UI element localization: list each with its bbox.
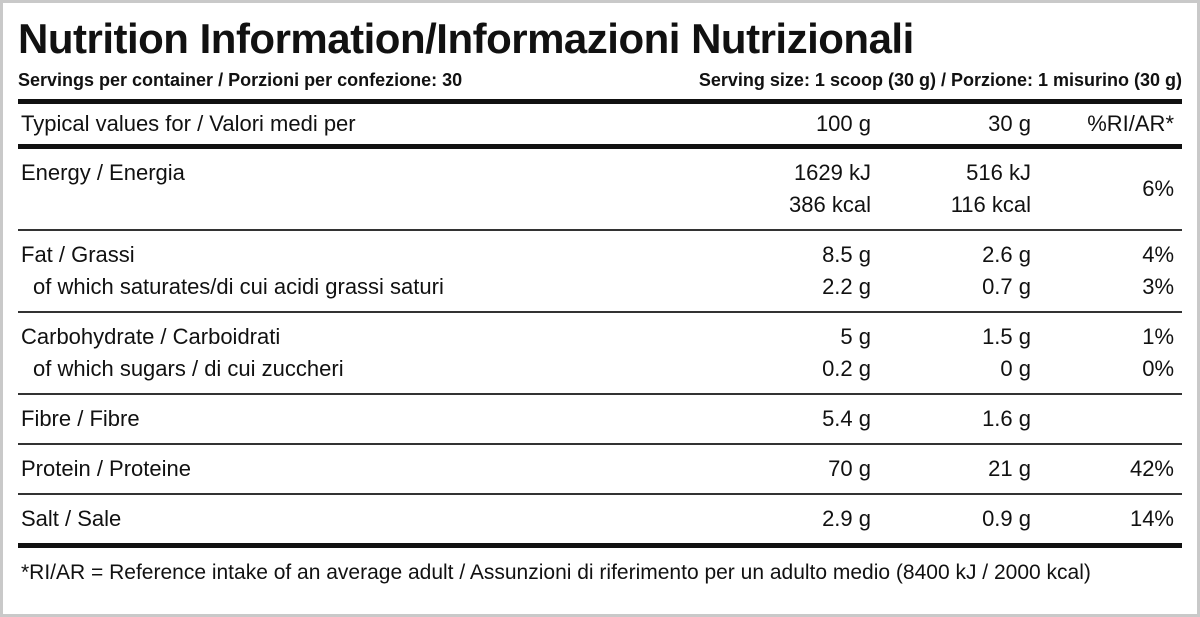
footnote: *RI/AR = Reference intake of an average … — [21, 561, 1091, 584]
cell: 4% 3% — [1031, 239, 1182, 303]
value: 116 kcal — [950, 192, 1031, 217]
cell: Fat / Grassi of which saturates/di cui ac… — [18, 239, 721, 303]
nutrient-name: Carbohydrate / Carboidrati — [21, 324, 281, 349]
title: Nutrition Information/Informazioni Nutri… — [18, 15, 914, 62]
nutrient-name: Salt / Sale — [21, 506, 122, 531]
value: 3% — [1142, 274, 1174, 299]
value: 2.9 g — [822, 506, 871, 531]
value: 2.2 g — [822, 274, 871, 299]
cell: 5.4 g — [721, 403, 871, 435]
column-heading: 30 g — [988, 111, 1031, 136]
value: 0% — [1142, 356, 1174, 381]
nutrient-table: Energy / Energia 1629 kJ 386 kcal 516 kJ 116… — [18, 149, 1182, 548]
cell: 2.9 g — [721, 503, 871, 535]
column-heading: Typical values for / Valori medi per — [21, 111, 356, 136]
label-content: Nutrition Information/Informazioni Nutri… — [18, 11, 1182, 588]
cell: 70 g — [721, 453, 871, 485]
nutrient-group: Fibre / Fibre 5.4 g 1.6 g — [18, 395, 1182, 445]
value: 0.2 g — [822, 356, 871, 381]
nutrient-group: Protein / Proteine 70 g 21 g 42% — [18, 445, 1182, 495]
value: 14% — [1129, 506, 1174, 531]
column-heading: %RI/AR* — [1087, 111, 1174, 136]
cell: Salt / Sale — [18, 503, 721, 535]
value: 386 kcal — [789, 192, 871, 217]
cell: 6% — [1031, 157, 1182, 221]
column-header: Typical values for / Valori medi per 100 … — [18, 104, 1182, 149]
value: 1.5 g — [982, 324, 1031, 349]
cell: 21 g — [871, 453, 1031, 485]
value: 42% — [1129, 456, 1174, 481]
value: 21 g — [988, 456, 1031, 481]
cell: 14% — [1031, 503, 1182, 535]
cell: 1.6 g — [871, 403, 1031, 435]
value: 0.7 g — [982, 274, 1031, 299]
cell: 5 g 0.2 g — [721, 321, 871, 385]
serving-info: Servings per container / Porzioni per co… — [18, 67, 1182, 104]
servings: Servings per container / Porzioni per co… — [18, 70, 463, 90]
cell: Protein / Proteine — [18, 453, 721, 485]
cell: 1629 kJ 386 kcal — [721, 157, 871, 221]
nutrient-group: Fat / Grassi of which saturates/di cui ac… — [18, 231, 1182, 313]
cell: 2.6 g 0.7 g — [871, 239, 1031, 303]
cell: 8.5 g 2.2 g — [721, 239, 871, 303]
value: 4% — [1142, 242, 1174, 267]
value: 5 g — [840, 324, 871, 349]
nutrient-name: Protein / Proteine — [21, 456, 191, 481]
cell: Energy / Energia — [18, 157, 721, 221]
serving-size: Serving size: 1 scoop (30 g) / Porzione:… — [698, 70, 1182, 90]
nutrient-group: Carbohydrate / Carboidrati of which sugar… — [18, 313, 1182, 395]
cell: Fibre / Fibre — [18, 403, 721, 435]
column-heading: 100 g — [815, 111, 871, 136]
value: 2.6 g — [982, 242, 1031, 267]
value: 1629 kJ — [793, 160, 871, 185]
cell — [1031, 403, 1182, 435]
value: 516 kJ — [966, 160, 1031, 185]
nutrient-name: Energy / Energia — [21, 160, 185, 185]
cell: 516 kJ 116 kcal — [871, 157, 1031, 221]
value: 8.5 g — [822, 242, 871, 267]
cell: 1.5 g 0 g — [871, 321, 1031, 385]
sub-nutrient: of which saturates/di cui acidi grassi s… — [33, 274, 444, 299]
value: 0.9 g — [982, 506, 1031, 531]
value: 6% — [1142, 176, 1174, 201]
value: 1.6 g — [982, 406, 1031, 431]
nutrient-group: Energy / Energia 1629 kJ 386 kcal 516 kJ 116… — [18, 149, 1182, 231]
cell: 0.9 g — [871, 503, 1031, 535]
nutrient-group: Salt / Sale 2.9 g 0.9 g 14% — [18, 495, 1182, 548]
cell: 1% 0% — [1031, 321, 1182, 385]
cell: 42% — [1031, 453, 1182, 485]
cell: Carbohydrate / Carboidrati of which sugar… — [18, 321, 721, 385]
nutrient-name: Fibre / Fibre — [21, 406, 140, 431]
value: 5.4 g — [822, 406, 871, 431]
value: 0 g — [1000, 356, 1031, 381]
sub-nutrient: of which sugars / di cui zuccheri — [33, 356, 344, 381]
nutrient-name: Fat / Grassi — [21, 242, 135, 267]
value: 1% — [1142, 324, 1174, 349]
value: 70 g — [828, 456, 871, 481]
